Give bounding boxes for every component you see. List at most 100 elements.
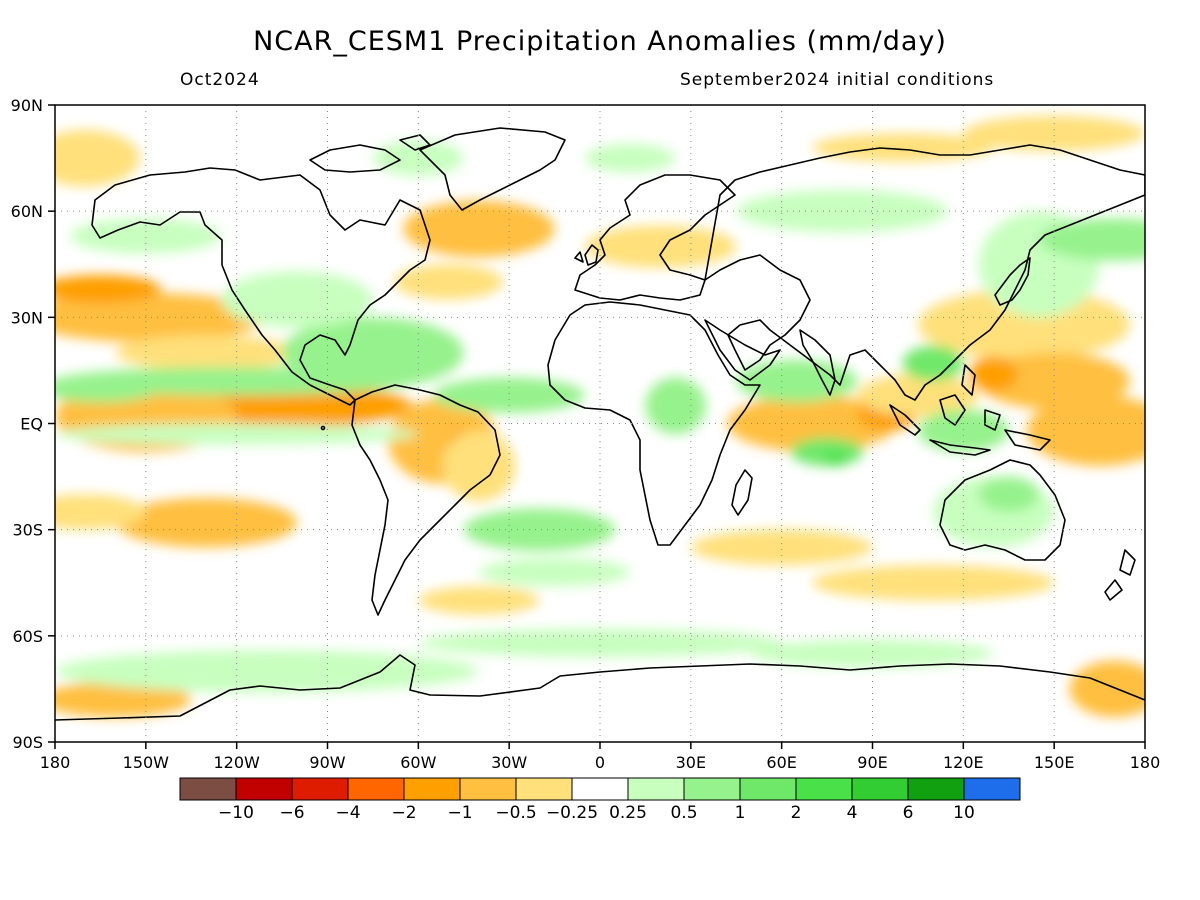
colorbar-swatch <box>795 777 853 801</box>
anomaly-region <box>55 681 192 718</box>
colorbar-label: 0.25 <box>609 803 647 823</box>
anomaly-region <box>70 218 222 254</box>
colorbar-swatch <box>627 777 685 801</box>
colorbar-label: 10 <box>953 803 975 823</box>
anomaly-region <box>584 143 676 173</box>
anomaly-region <box>736 189 949 233</box>
colorbar-label: 0.5 <box>670 803 697 823</box>
lon-tick-label: 90W <box>309 753 345 772</box>
anomaly-region <box>394 264 504 300</box>
colorbar-label: 2 <box>791 803 802 823</box>
chart-title: NCAR_CESM1 Precipitation Anomalies (mm/d… <box>253 26 947 57</box>
colorbar-label: 6 <box>903 803 914 823</box>
lon-tick-label: 120W <box>213 753 260 772</box>
anomaly-region <box>55 373 161 403</box>
lon-tick-label: 30W <box>491 753 527 772</box>
colorbar-swatch <box>683 777 741 801</box>
lat-lon-grid <box>55 105 1145 742</box>
africa-coastline <box>547 301 761 546</box>
arctic-islands-coastline <box>309 134 431 173</box>
anomaly-region <box>1069 660 1145 718</box>
initial-conditions-label: September2024 initial conditions <box>680 70 995 90</box>
colorbar-label: −1 <box>447 803 472 823</box>
india-coastline <box>799 329 836 396</box>
lon-tick-label: 0 <box>595 753 605 772</box>
colorbar-swatch <box>851 777 909 801</box>
colorbar-swatch <box>515 777 573 801</box>
colorbar-label: 4 <box>847 803 858 823</box>
new-zealand-coastline <box>1104 549 1136 601</box>
lon-tick-label: 90E <box>857 753 887 772</box>
anomaly-region <box>811 565 1055 601</box>
colorbar-label: −6 <box>279 803 304 823</box>
colorbar-label: −10 <box>218 803 254 823</box>
colorbar-swatch <box>739 777 797 801</box>
anomaly-region <box>902 345 964 382</box>
japan-coastline <box>994 257 1031 306</box>
anomaly-region <box>1026 395 1145 466</box>
anomaly-region <box>55 423 419 445</box>
south-america-coastline <box>351 384 501 616</box>
lon-tick-label: 150E <box>1034 753 1075 772</box>
colorbar: −10 −6 −4 −2 −1 −0.5 −0.25 0.25 0.5 1 2 4 6 10 <box>179 777 1021 823</box>
anomaly-region <box>584 225 737 268</box>
anomaly-region <box>969 356 1018 392</box>
colorbar-swatch <box>347 777 405 801</box>
anomaly-region <box>442 430 516 502</box>
anomaly-region <box>433 377 585 413</box>
anomaly-region <box>372 140 464 176</box>
colorbar-swatch <box>963 777 1021 801</box>
anomaly-region <box>55 649 479 693</box>
lat-tick-label: 30S <box>12 521 43 540</box>
anomaly-region <box>917 409 1009 452</box>
anomaly-region <box>403 200 555 258</box>
valid-month-label: Oct2024 <box>180 70 260 90</box>
lat-tick-label: EQ <box>20 415 43 434</box>
arabian-peninsula-coastline <box>704 319 781 381</box>
colorbar-label: −4 <box>335 803 360 823</box>
anomaly-region <box>978 476 1040 512</box>
colorbar-label: −0.5 <box>495 803 536 823</box>
lon-tick-label: 120E <box>943 753 984 772</box>
colorbar-swatch <box>571 777 629 801</box>
australia-coastline <box>939 459 1066 561</box>
lat-tick-label: 90S <box>12 733 43 752</box>
lat-tick-label: 60N <box>11 202 43 221</box>
anomaly-region <box>55 494 146 530</box>
coastlines <box>55 127 1145 721</box>
colorbar-swatch <box>179 777 237 801</box>
lat-tick-label: 60S <box>12 627 43 646</box>
colorbar-label: −0.25 <box>546 803 598 823</box>
lon-tick-label: 60W <box>400 753 436 772</box>
anomaly-region <box>645 377 706 435</box>
antarctica-coastline <box>55 654 1145 721</box>
anomaly-region <box>55 274 161 304</box>
colorbar-swatch <box>291 777 349 801</box>
anomaly-region <box>115 335 298 371</box>
lat-tick-label: 30N <box>11 308 43 327</box>
anomaly-region <box>55 292 267 343</box>
anomaly-region <box>478 557 631 587</box>
lon-tick-label: 60E <box>766 753 796 772</box>
anomaly-region <box>824 451 849 466</box>
anomaly-region <box>55 129 140 187</box>
colorbar-swatch <box>459 777 517 801</box>
lon-tick-label: 30E <box>676 753 706 772</box>
colorbar-swatch <box>907 777 965 801</box>
anomaly-region <box>418 628 782 658</box>
north-america-coastline <box>91 167 431 406</box>
europe-coastline <box>574 174 736 301</box>
colorbar-label: −2 <box>391 803 416 823</box>
british-isles-coastline <box>574 244 599 266</box>
anomaly-region <box>282 317 464 389</box>
hawaii-coastline <box>320 425 326 431</box>
anomaly-region <box>736 359 858 403</box>
maritime-continent-coastline <box>889 364 1051 456</box>
anomaly-region <box>963 115 1145 152</box>
colorbar-swatch <box>403 777 461 801</box>
lon-tick-label: 180 <box>1130 753 1161 772</box>
anomaly-region <box>115 497 298 548</box>
anomaly-region <box>690 529 873 566</box>
lon-tick-label: 150W <box>123 753 170 772</box>
